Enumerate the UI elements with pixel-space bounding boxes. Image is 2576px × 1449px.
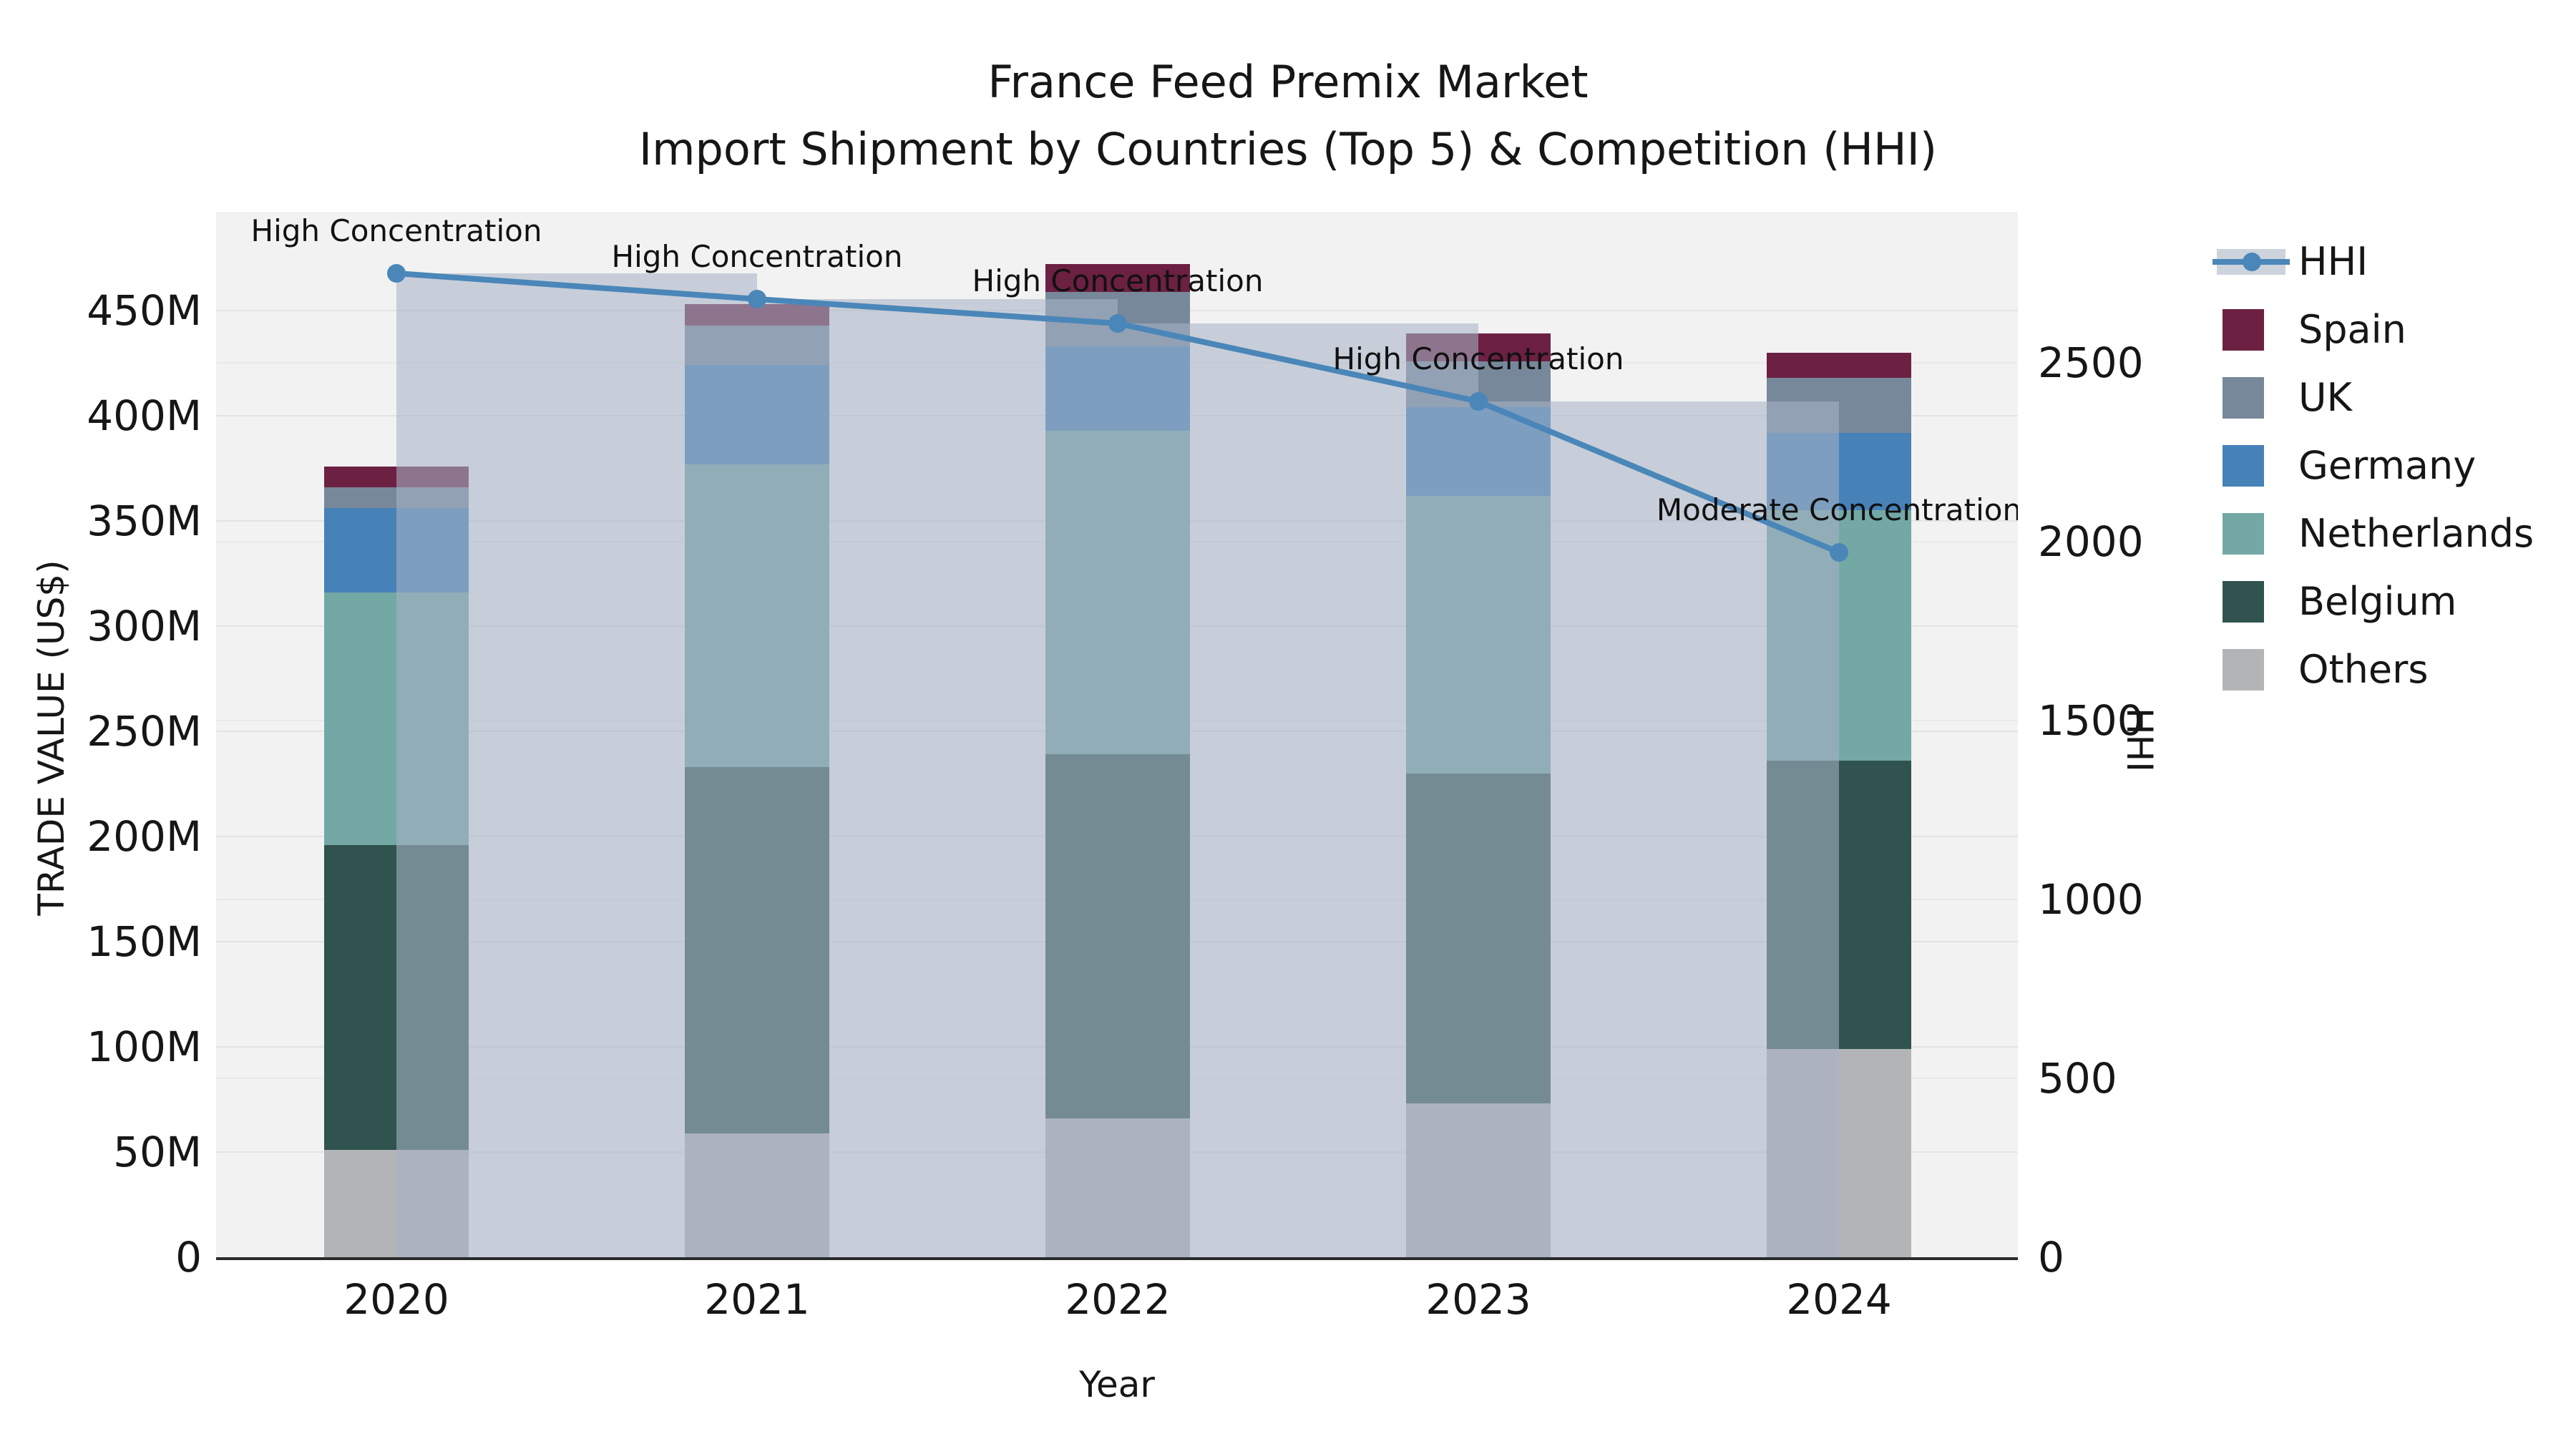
hhi-marker-2021 xyxy=(748,290,766,308)
legend-swatch-netherlands xyxy=(2223,512,2264,555)
x-tick-2023: 2023 xyxy=(1425,1275,1531,1324)
legend: HHI Spain UK Germany Netherlands Belgium Other… xyxy=(2212,228,2534,703)
legend-swatch-spain xyxy=(2223,308,2264,351)
bar-segment-spain-2022 xyxy=(1045,264,1190,292)
x-tick-2021: 2021 xyxy=(704,1275,810,1324)
annotation-2020: High Concentration xyxy=(250,213,542,248)
right-tick-1000: 1000 xyxy=(2038,875,2144,924)
legend-swatch-belgium xyxy=(2223,580,2264,623)
legend-swatch-cell-belgium xyxy=(2217,580,2288,623)
annotation-2024: Moderate Concentration xyxy=(1656,492,2018,527)
left-tick-350M: 350M xyxy=(87,497,202,545)
legend-label-germany: Germany xyxy=(2298,443,2477,488)
legend-swatch-cell-netherlands xyxy=(2217,512,2288,555)
legend-swatch-cell-uk xyxy=(2217,376,2288,419)
legend-hhi-band xyxy=(2212,248,2290,275)
hhi-area-2021 xyxy=(757,299,1118,1257)
left-tick-450M: 450M xyxy=(87,286,202,335)
legend-label-netherlands: Netherlands xyxy=(2298,511,2534,556)
legend-hhi-marker-icon xyxy=(2243,252,2261,271)
left-tick-150M: 150M xyxy=(87,917,202,966)
legend-swatch-others xyxy=(2223,648,2264,691)
hhi-area-2022 xyxy=(1118,323,1478,1257)
annotation-2022: High Concentration xyxy=(972,263,1264,298)
hhi-area-2023 xyxy=(1478,401,1839,1257)
legend-swatch-uk xyxy=(2223,376,2264,419)
x-tick-2024: 2024 xyxy=(1786,1275,1892,1324)
legend-label-spain: Spain xyxy=(2298,307,2406,352)
legend-swatch-cell-spain xyxy=(2217,308,2288,351)
hhi-marker-2022 xyxy=(1108,314,1127,333)
right-tick-500: 500 xyxy=(2038,1054,2117,1103)
legend-label-belgium: Belgium xyxy=(2298,579,2457,624)
left-tick-200M: 200M xyxy=(87,812,202,861)
annotation-2023: High Concentration xyxy=(1332,341,1624,376)
legend-swatch-germany xyxy=(2223,444,2264,487)
legend-item-netherlands: Netherlands xyxy=(2217,499,2534,567)
legend-swatch-cell-germany xyxy=(2217,444,2288,487)
left-tick-100M: 100M xyxy=(87,1023,202,1071)
hhi-marker-2020 xyxy=(387,264,406,283)
right-tick-1500: 1500 xyxy=(2038,696,2144,745)
legend-item-others: Others xyxy=(2217,635,2534,703)
bar-segment-spain-2024 xyxy=(1767,352,1911,379)
annotation-2021: High Concentration xyxy=(611,239,903,274)
left-tick-0: 0 xyxy=(175,1233,202,1282)
right-tick-2500: 2500 xyxy=(2038,338,2144,387)
right-tick-0: 0 xyxy=(2038,1233,2064,1282)
left-tick-50M: 50M xyxy=(113,1128,202,1176)
x-tick-2022: 2022 xyxy=(1065,1275,1171,1324)
left-tick-300M: 300M xyxy=(87,602,202,650)
legend-item-hhi: HHI xyxy=(2212,228,2534,296)
plot-area: High Concentration High Concentration High… xyxy=(216,212,2018,1260)
chart-title-line1: France Feed Premix Market xyxy=(987,56,1589,108)
legend-label-hhi: HHI xyxy=(2298,239,2368,284)
x-tick-2020: 2020 xyxy=(343,1275,449,1324)
legend-label-others: Others xyxy=(2298,647,2429,692)
legend-item-spain: Spain xyxy=(2217,296,2534,364)
hhi-marker-2024 xyxy=(1830,543,1848,562)
legend-item-germany: Germany xyxy=(2217,431,2534,499)
chart-title: France Feed Premix Market Import Shipmen… xyxy=(0,49,2576,183)
legend-item-uk: UK xyxy=(2217,364,2534,431)
legend-label-uk: UK xyxy=(2298,375,2352,420)
legend-swatch-cell-hhi xyxy=(2212,248,2290,275)
left-tick-250M: 250M xyxy=(87,707,202,756)
hhi-line-chart xyxy=(387,264,1848,562)
left-tick-400M: 400M xyxy=(87,391,202,440)
legend-item-belgium: Belgium xyxy=(2217,567,2534,635)
hhi-marker-2023 xyxy=(1469,392,1488,411)
legend-swatch-cell-others xyxy=(2217,648,2288,691)
chart-title-line2: Import Shipment by Countries (Top 5) & C… xyxy=(638,123,1938,175)
right-tick-2000: 2000 xyxy=(2038,517,2144,566)
hhi-area-2020 xyxy=(396,273,757,1257)
x-axis-title: Year xyxy=(1079,1364,1155,1405)
